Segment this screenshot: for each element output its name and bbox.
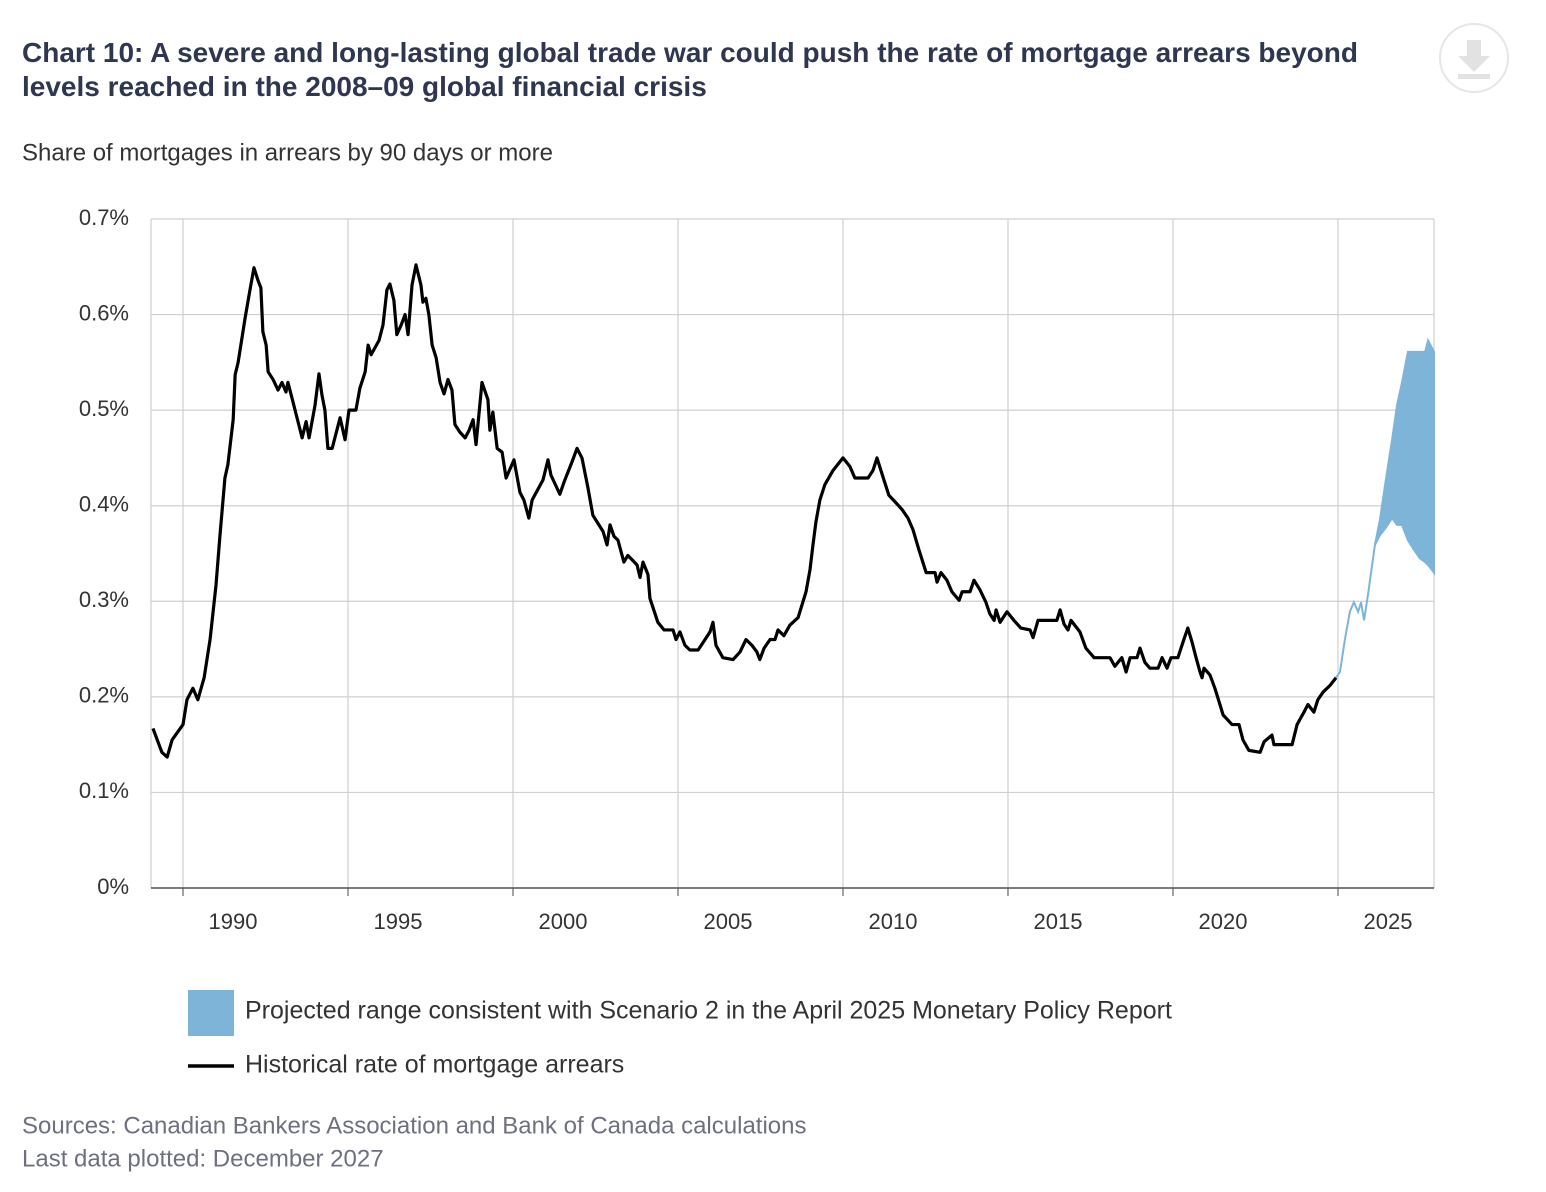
y-tick-label: 0.2% (79, 683, 129, 708)
y-tick-label: 0.4% (79, 492, 129, 517)
download-bar (1458, 74, 1490, 79)
y-tick-label: 0% (97, 874, 129, 899)
x-tick-label: 2025 (1363, 909, 1412, 934)
source-note: Sources: Canadian Bankers Association an… (22, 1112, 807, 1139)
y-tick-label: 0.6% (79, 300, 129, 325)
y-tick-label: 0.7% (79, 205, 129, 230)
y-tick-label: 0.5% (79, 396, 129, 421)
legend: Projected range consistent with Scenario… (188, 990, 1172, 1079)
x-tick-label: 2000 (539, 909, 588, 934)
subtitle: Share of mortgages in arrears by 90 days… (22, 139, 553, 166)
x-tick-label: 1995 (374, 909, 423, 934)
series-line (151, 263, 1338, 759)
download-icon[interactable] (1439, 23, 1509, 93)
legend-label: Projected range consistent with Scenario… (245, 997, 1172, 1025)
legend-label: Historical rate of mortgage arrears (245, 1051, 624, 1079)
download-arrow (1458, 40, 1490, 72)
x-tick-label: 2020 (1199, 909, 1248, 934)
x-tick-label: 2010 (869, 909, 918, 934)
x-tick-label: 2005 (704, 909, 753, 934)
chart-title: Chart 10: A severe and long-lasting glob… (22, 37, 1358, 102)
source-note: Last data plotted: December 2027 (22, 1145, 384, 1172)
x-tick-label: 1990 (209, 909, 258, 934)
legend-swatch (188, 990, 234, 1036)
x-tick-label: 2015 (1034, 909, 1083, 934)
projection-band (1335, 337, 1435, 679)
y-tick-label: 0.1% (79, 778, 129, 803)
y-tick-label: 0.3% (79, 587, 129, 612)
